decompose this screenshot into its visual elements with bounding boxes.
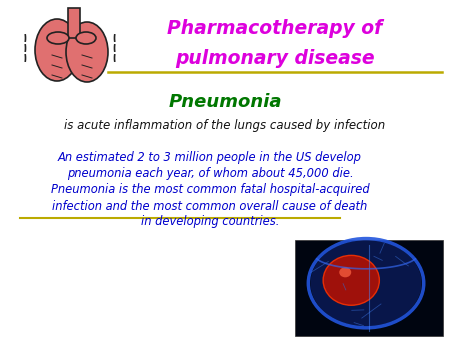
Text: Pneumonia is the most common fatal hospital-acquired: Pneumonia is the most common fatal hospi… [51, 184, 369, 196]
Text: in developing countries.: in developing countries. [141, 216, 279, 228]
Ellipse shape [35, 19, 79, 81]
Ellipse shape [76, 32, 96, 44]
Text: An estimated 2 to 3 million people in the US develop: An estimated 2 to 3 million people in th… [58, 151, 362, 165]
Ellipse shape [323, 256, 379, 305]
Ellipse shape [339, 267, 351, 277]
Bar [68, 8, 80, 38]
Ellipse shape [66, 22, 108, 82]
Text: is acute inflammation of the lungs caused by infection: is acute inflammation of the lungs cause… [64, 120, 386, 132]
Ellipse shape [310, 240, 422, 327]
Text: pulmonary disease: pulmonary disease [175, 48, 375, 68]
Ellipse shape [47, 32, 69, 44]
Text: infection and the most common overall cause of death: infection and the most common overall ca… [52, 199, 368, 213]
Bar [295, 240, 443, 336]
Text: pneumonia each year, of whom about 45,000 die.: pneumonia each year, of whom about 45,00… [67, 168, 353, 180]
Text: Pneumonia: Pneumonia [168, 93, 282, 111]
Text: Pharmacotherapy of: Pharmacotherapy of [167, 19, 382, 38]
